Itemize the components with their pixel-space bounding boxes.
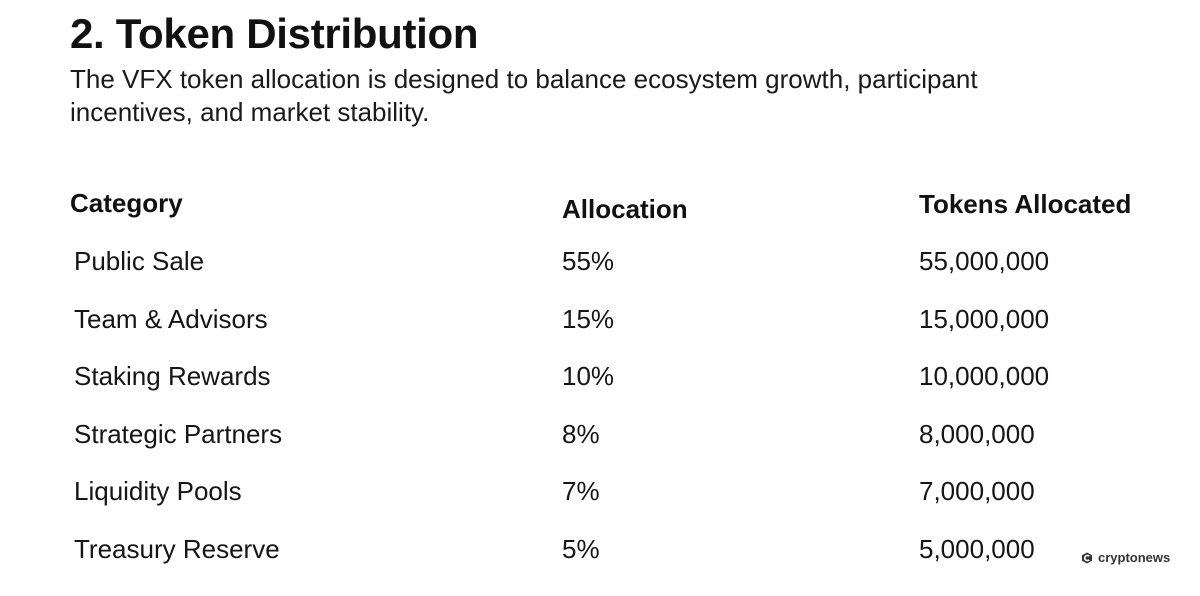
table-row: Team & Advisors 15% 15,000,000 xyxy=(0,304,1200,344)
table-row: Public Sale 55% 55,000,000 xyxy=(0,246,1200,286)
allocation-cell: 55% xyxy=(562,246,615,276)
table-row: Staking Rewards 10% 10,000,000 xyxy=(0,361,1200,401)
tokens-cell: 8,000,000 xyxy=(919,419,1035,449)
category-cell: Public Sale xyxy=(74,246,205,276)
category-cell: Staking Rewards xyxy=(74,361,271,391)
column-header-tokens-allocated: Tokens Allocated xyxy=(919,189,1132,219)
table-row: Treasury Reserve 5% 5,000,000 xyxy=(0,534,1200,574)
tokens-cell: 55,000,000 xyxy=(919,246,1050,276)
column-header-category: Category xyxy=(70,188,183,218)
page-description: The VFX token allocation is designed to … xyxy=(70,64,978,127)
allocation-cell: 8% xyxy=(562,419,600,449)
watermark-text: cryptonews xyxy=(1098,550,1171,565)
category-cell: Liquidity Pools xyxy=(74,476,242,506)
allocation-cell: 5% xyxy=(562,534,600,564)
allocation-cell: 10% xyxy=(562,361,615,391)
tokens-cell: 10,000,000 xyxy=(919,361,1050,391)
tokens-cell: 5,000,000 xyxy=(919,534,1035,564)
allocation-cell: 7% xyxy=(562,476,600,506)
cryptonews-watermark: cryptonews xyxy=(1080,550,1170,565)
allocation-cell: 15% xyxy=(562,304,615,334)
category-cell: Treasury Reserve xyxy=(74,534,280,564)
cryptonews-logo-icon xyxy=(1080,551,1094,565)
page-title: 2. Token Distribution xyxy=(70,10,479,57)
tokens-cell: 15,000,000 xyxy=(919,304,1050,334)
category-cell: Strategic Partners xyxy=(74,419,283,449)
table-row: Liquidity Pools 7% 7,000,000 xyxy=(0,476,1200,516)
tokens-cell: 7,000,000 xyxy=(919,476,1035,506)
category-cell: Team & Advisors xyxy=(74,304,268,334)
column-header-allocation: Allocation xyxy=(562,194,688,224)
table-row: Strategic Partners 8% 8,000,000 xyxy=(0,419,1200,459)
